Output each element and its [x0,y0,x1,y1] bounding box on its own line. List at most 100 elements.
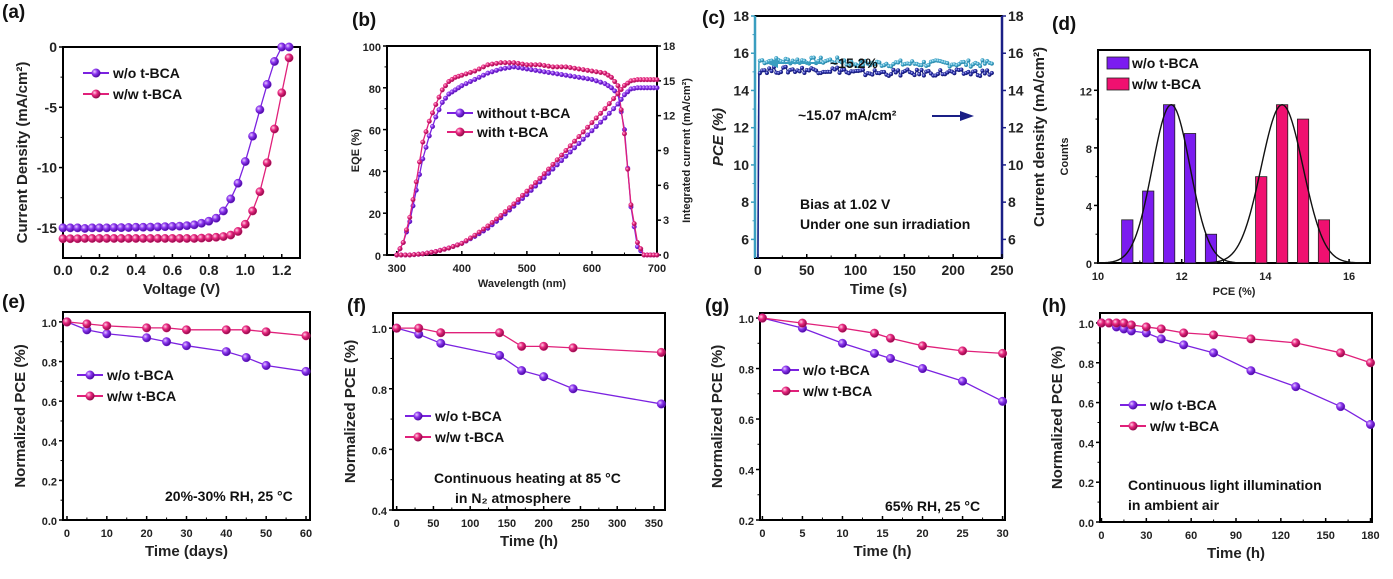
series-0-point [485,70,491,76]
y-tick-label: 0.6 [739,415,754,427]
series-0-gaussian-fit [1097,103,1254,264]
series-0-point [598,79,604,85]
y-axis-label: Normalized PCE (%) [12,344,29,487]
series-0-point [760,58,765,63]
series-0-point [585,76,591,82]
series-0-point [494,67,500,73]
series-0-point [842,58,847,63]
series-0-point [811,55,816,60]
series-0-point [481,72,487,78]
series-1-point [392,323,402,333]
series-1-point [762,68,767,73]
x-tick-label: 30 [1140,530,1152,542]
series-1-point [598,69,604,75]
series-1-point [1246,334,1256,344]
series-0-point [182,221,192,231]
series-3-point [554,157,560,163]
series-1-point [162,323,172,333]
series-2-point [576,141,582,147]
series-0-point [241,353,251,363]
series-3-point [654,77,660,83]
series-0-point [515,65,521,71]
series-0-point [860,63,866,68]
y-tick-label: 14 [733,82,749,98]
series-0-point [142,333,152,343]
y-axis-label: Current Density (mA/cm²) [14,62,31,244]
series-0-point [1336,402,1346,412]
series-1-point [921,73,926,78]
series-1-point [533,62,539,68]
series-0-point [982,61,987,66]
series-3-point [559,152,565,158]
series-1-point [912,72,917,78]
series-1-point [233,227,243,236]
y-right-tick-label: 18 [663,41,675,53]
y-tick-label: 0.8 [1079,359,1094,371]
series-3-point [611,96,617,102]
series-1-point [517,341,527,351]
series-1-point [958,346,968,356]
series-1-point [541,63,547,69]
series-0-point [989,61,994,66]
series-0-point [572,74,578,80]
x-tick-label: 0.6 [163,262,183,278]
legend-label: w/w t-BCA [434,429,504,445]
series-1-point [802,70,807,76]
series-0-point [436,338,446,348]
series-1-point [520,61,526,67]
series-1-point [612,79,618,85]
series-0-point [858,58,863,63]
series-3-point [572,138,578,144]
series-0-point [785,57,791,62]
series-1-point [797,69,802,74]
series-0-point [255,105,265,115]
series-1-point [1156,324,1166,334]
legend-label: w/o t-BCA [106,367,174,383]
series-0-point [656,399,666,409]
series-2-point [611,106,617,112]
series-3-point [498,213,504,219]
series-1-point [998,348,1008,358]
series-2-point [602,115,608,121]
series-1-line [66,321,307,337]
y-tick-label: 1.0 [42,318,57,330]
x-tick-label: 150 [893,262,917,278]
series-1-point [433,102,439,108]
y-tick-label: 6 [741,231,749,247]
series-3-point [454,242,460,248]
series-1-point [404,227,410,233]
annotation-line-2: in N₂ atmosphere [455,490,571,506]
x-tick-label: 120 [1272,530,1290,542]
y-tick-label: 100 [363,42,381,54]
y-tick-label: 40 [369,167,381,179]
series-3-point [580,129,586,135]
x-tick-label: 5 [799,528,805,540]
series-0-line [762,317,1003,402]
series-0-point [567,73,573,79]
x-tick-label: 500 [518,263,536,275]
series-3-point [533,180,539,186]
panel-label: (b) [352,10,376,31]
series-1-point [757,71,762,76]
series-2-point [580,136,586,142]
series-0-point [963,62,969,68]
series-1-point [284,53,294,63]
y-tick-label: 0.6 [1079,399,1094,411]
series-0-point [472,76,478,82]
series-0-point [869,348,879,358]
series-0-point [926,62,931,68]
series-1-point [982,71,987,76]
series-0-point [593,78,599,84]
series-1-point [572,65,578,71]
series-3-point [407,252,413,258]
series-0-point [898,58,903,63]
series-0-point [443,95,449,101]
x-tick-label: 30 [180,528,192,540]
y-right-axis-label: Integrated current (mA/cm²) [681,78,693,223]
series-1-point [436,94,442,100]
series-3-point [589,120,595,126]
y-tick-label: 0.8 [739,365,754,377]
series-2-point [593,124,599,130]
series-3-point [398,252,404,258]
legend-label: w/o t-BCA [802,362,870,378]
